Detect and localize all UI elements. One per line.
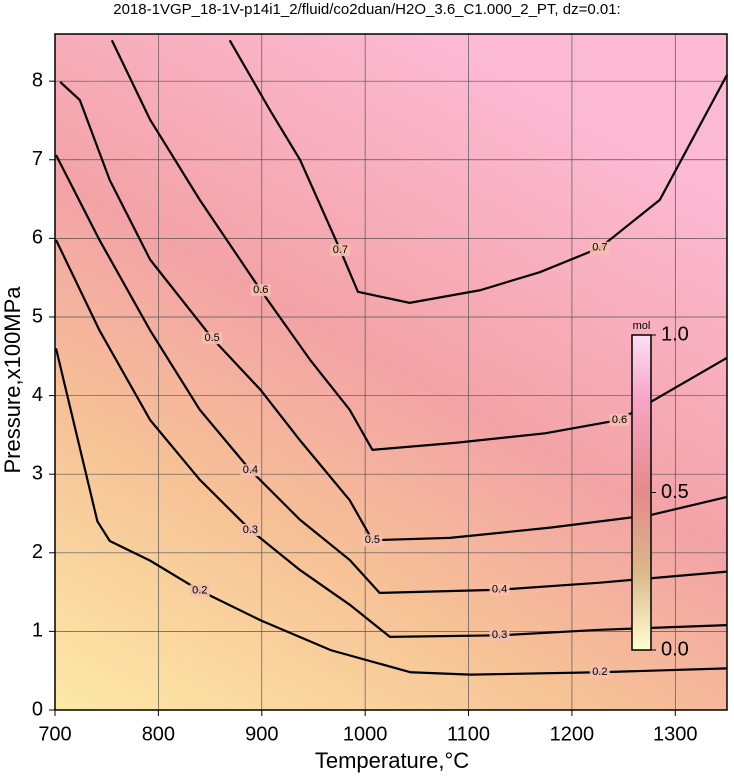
- y-tick-label: 6: [32, 227, 43, 249]
- contour-label-bg: [202, 332, 223, 345]
- contour-label: 0.6: [612, 414, 627, 426]
- x-axis-label: Temperature,°C: [315, 748, 469, 773]
- contour-line: [59, 81, 728, 542]
- x-tick-label: 1300: [653, 723, 698, 745]
- colorbar-tick-label: 1.0: [661, 323, 689, 345]
- x-tick-label: 800: [142, 723, 175, 745]
- contour-label: 0.2: [192, 584, 207, 596]
- y-tick-label: 5: [32, 305, 43, 327]
- contour-label-bg: [489, 583, 510, 596]
- contour-label-bg: [362, 534, 383, 547]
- plot-background: [55, 34, 727, 710]
- colorbar-label: mol: [633, 320, 651, 332]
- y-tick-label: 0: [32, 698, 43, 720]
- contour-label-bg: [240, 464, 261, 477]
- contour-line: [55, 154, 728, 594]
- y-tick-label: 2: [32, 541, 43, 563]
- y-tick-label: 4: [32, 384, 43, 406]
- x-tick-label: 1200: [550, 723, 595, 745]
- contour-label: 0.6: [253, 284, 268, 296]
- x-tick-label: 1000: [343, 723, 388, 745]
- contour-label-bg: [240, 523, 261, 536]
- x-tick-label: 1100: [447, 723, 490, 745]
- contour-label: 0.7: [333, 244, 348, 256]
- contour-label: 0.3: [492, 629, 507, 641]
- y-tick-label: 8: [32, 69, 43, 91]
- contour-label-bg: [609, 413, 630, 426]
- contour-label: 0.5: [204, 332, 219, 344]
- y-tick-label: 1: [32, 620, 43, 642]
- contour-label: 0.4: [492, 584, 507, 596]
- contour-line: [54, 348, 728, 676]
- contour-label-bg: [589, 241, 610, 254]
- contour-label-bg: [250, 284, 271, 297]
- contour-line: [55, 239, 728, 639]
- y-tick-label: 7: [32, 148, 43, 170]
- contour-label: 0.3: [243, 524, 258, 536]
- contour-label-bg: [330, 244, 351, 257]
- y-tick-label: 3: [32, 462, 43, 484]
- x-tick-label: 700: [38, 723, 71, 745]
- contour-line: [110, 39, 728, 451]
- contour-line: [228, 39, 728, 304]
- contour-label: 0.5: [365, 534, 380, 546]
- chart-title: 2018-1VGP_18-1V-p14i1_2/fluid/co2duan/H2…: [113, 1, 620, 18]
- x-tick-label: 900: [245, 723, 278, 745]
- colorbar-tick-label: 0.0: [661, 638, 689, 660]
- colorbar-tick-label: 0.5: [661, 481, 689, 503]
- contour-label: 0.4: [243, 464, 258, 476]
- contour-label-bg: [189, 584, 210, 597]
- plot-frame: [54, 33, 728, 711]
- y-axis-label: Pressure,x100MPa: [0, 286, 25, 474]
- contour-label-bg: [589, 666, 610, 679]
- colorbar: [631, 334, 652, 651]
- contour-label: 0.2: [592, 666, 607, 678]
- contour-label: 0.7: [592, 242, 607, 254]
- contour-label-bg: [489, 629, 510, 642]
